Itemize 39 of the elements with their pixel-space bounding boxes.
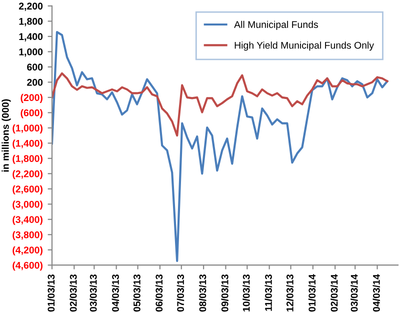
y-tick-label: (1,000)	[12, 124, 42, 134]
x-tick-label: 01/03/14	[308, 274, 316, 312]
x-tick-label: 01/03/13	[47, 274, 55, 312]
x-tick-label: 04/03/13	[112, 274, 120, 312]
line-series	[52, 72, 388, 137]
x-tick-label: 05/03/13	[133, 274, 140, 312]
x-tick-label: 03/03/14	[350, 274, 358, 312]
x-tick-label: 12/03/13	[286, 274, 294, 312]
legend-label: All Municipal Funds	[234, 20, 318, 30]
x-tick-label: 09/03/13	[221, 274, 228, 312]
x-tick-label: 11/03/13	[264, 274, 272, 311]
x-tick-label: 02/03/14	[330, 274, 338, 312]
y-tick-label: (3,400)	[12, 216, 42, 225]
legend-label: High Yield Municipal Funds Only	[234, 42, 374, 51]
x-tick-label: 06/03/13	[155, 274, 163, 312]
x-tick-label: 10/03/13	[242, 274, 250, 312]
y-tick-label: (2,200)	[12, 170, 42, 180]
y-tick-label: (2,600)	[12, 185, 42, 194]
x-tick-label: 02/03/13	[70, 274, 77, 312]
y-tick-label: (1,800)	[12, 154, 42, 164]
x-tick-label: 08/03/13	[199, 274, 206, 312]
y-tick-label: 1,000	[19, 48, 43, 57]
y-tick-label: 600	[27, 64, 43, 71]
y-tick-label: (200)	[20, 94, 42, 103]
y-tick-label: (3,000)	[12, 200, 42, 210]
y-tick-label: (3,800)	[12, 231, 42, 240]
y-tick-label: (4,200)	[12, 246, 42, 256]
y-tick-label: (1,400)	[12, 140, 42, 149]
x-tick-label: 07/03/13	[176, 274, 184, 312]
x-tick-label: 03/03/13	[90, 274, 97, 312]
line-series	[52, 31, 388, 262]
y-tick-label: (600)	[20, 109, 42, 118]
y-tick-label: (4,600)	[12, 262, 42, 271]
x-tick-label: 04/03/14	[372, 274, 380, 312]
y-tick-label: 2,200	[18, 2, 43, 11]
y-tick-label: 200	[27, 78, 43, 86]
y-tick-label: 1,800	[19, 18, 43, 26]
y-tick-label: 1,400	[19, 33, 43, 42]
y-axis-title: in millions (000)	[2, 99, 11, 172]
